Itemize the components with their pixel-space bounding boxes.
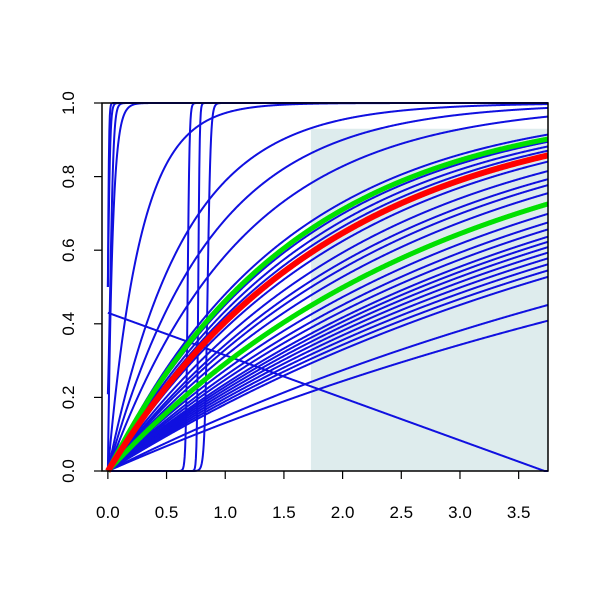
x-tick-label: 2.0	[331, 503, 355, 522]
series-line-23	[107, 192, 549, 472]
series-line-21	[107, 178, 549, 472]
series-line-37	[107, 319, 549, 472]
x-tick-label: 2.5	[389, 503, 413, 522]
series-line-20	[107, 170, 549, 472]
series-line-27	[107, 228, 549, 472]
series-line-11	[106, 115, 549, 472]
series-line-22	[107, 184, 549, 472]
plot-region	[105, 102, 551, 474]
series-line-30	[107, 246, 549, 472]
series-line-26	[107, 221, 549, 472]
y-tick-label: 0.8	[59, 165, 78, 189]
x-tick-label: 0.5	[155, 503, 179, 522]
series-line-12	[107, 311, 549, 472]
series-line-16	[106, 145, 549, 472]
series-line-35	[107, 275, 549, 472]
y-tick-label: 0.4	[59, 312, 78, 336]
series-line-36	[107, 303, 549, 472]
series-line-18	[105, 152, 551, 474]
series-line-14	[105, 136, 551, 473]
series-line-33	[107, 263, 549, 472]
y-tick-label: 1.0	[59, 91, 78, 115]
x-tick-label: 1.5	[272, 503, 296, 522]
x-tick-label: 0.0	[96, 503, 120, 522]
y-tick-label: 0.0	[59, 459, 78, 483]
series-line-9	[106, 103, 549, 472]
series-line-13	[106, 133, 549, 472]
series-line-28	[107, 235, 549, 472]
series-line-34	[107, 269, 549, 472]
series-line-31	[107, 251, 549, 472]
series-line-29	[107, 240, 549, 472]
y-axis: 0.0 0.2 0.4 0.6 0.8 1.0	[59, 91, 102, 483]
plot-frame	[101, 102, 549, 472]
series-line-24	[105, 201, 551, 473]
x-axis: 0.0 0.5 1.0 1.5 2.0 2.5 3.0 3.5	[96, 471, 530, 522]
y-tick-label: 0.2	[59, 386, 78, 410]
series-line-25	[107, 212, 549, 472]
series-line-32	[107, 257, 549, 472]
x-tick-label: 3.0	[448, 503, 472, 522]
x-tick-label: 3.5	[507, 503, 531, 522]
series-line-19	[107, 160, 549, 472]
y-tick-label: 0.6	[59, 238, 78, 262]
x-tick-label: 1.0	[213, 503, 237, 522]
series-line-10	[106, 106, 549, 472]
